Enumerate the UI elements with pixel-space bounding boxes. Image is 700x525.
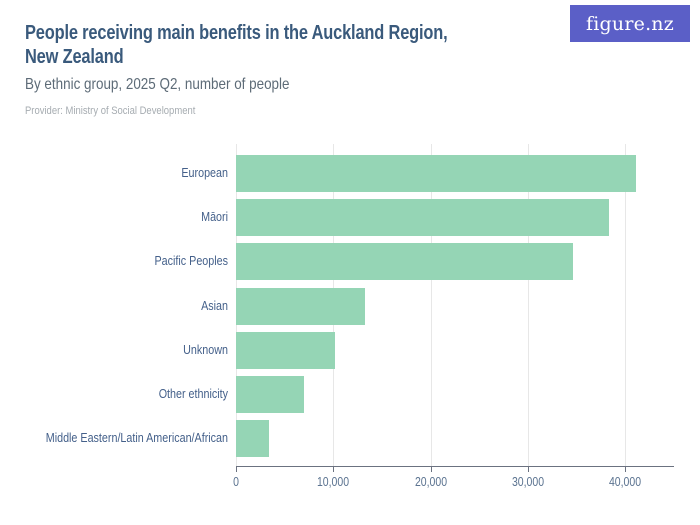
category-label-6: Other ethnicity xyxy=(158,387,228,401)
x-tick-mark-30000 xyxy=(528,466,529,472)
provider-note: Provider: Ministry of Social Development xyxy=(25,105,196,117)
bar-3 xyxy=(236,243,573,281)
x-tick-label-0: 0 xyxy=(233,475,239,489)
x-tick-label-30000: 30,000 xyxy=(511,475,545,489)
x-tick-mark-20000 xyxy=(430,466,432,472)
x-tick-label-10000: 10,000 xyxy=(317,475,350,489)
gridline-30000 xyxy=(528,144,529,466)
category-label-3: Pacific Peoples xyxy=(154,254,228,269)
chart-title-line1: People receiving main benefits in the Au… xyxy=(25,22,448,44)
bar-7 xyxy=(236,420,269,458)
x-tick-label-20000: 20,000 xyxy=(414,475,447,489)
figurenz-logo-text: figure.nz xyxy=(586,12,674,35)
x-tick-label-40000: 40,000 xyxy=(609,475,642,489)
bar-2 xyxy=(236,199,609,237)
x-axis-line xyxy=(236,466,674,467)
bar-6 xyxy=(236,376,304,413)
x-tick-mark-40000 xyxy=(625,466,627,472)
gridline-40000 xyxy=(625,144,627,466)
bar-1 xyxy=(236,155,636,192)
x-tick-mark-10000 xyxy=(333,466,335,472)
category-labels: European Māori Pacific Peoples Asian Unknown… xyxy=(0,144,228,466)
chart-title: People receiving main benefits in the Au… xyxy=(25,21,448,69)
gridline-20000 xyxy=(430,144,432,466)
bar-5 xyxy=(236,331,336,369)
x-tick-mark-0 xyxy=(236,466,237,472)
figurenz-logo: figure.nz xyxy=(570,5,690,42)
category-label-4: Asian xyxy=(201,298,228,313)
category-label-7: Middle Eastern/Latin American/African xyxy=(45,431,228,446)
chart-subtitle: By ethnic group, 2025 Q2, number of peop… xyxy=(25,76,290,93)
category-label-1: European xyxy=(181,166,228,180)
category-label-2: Māori xyxy=(201,210,228,225)
chart-title-line2: New Zealand xyxy=(25,46,124,68)
bar-4 xyxy=(236,287,365,325)
category-label-5: Unknown xyxy=(183,342,228,357)
plot-area: 0 10,000 20,000 30,000 40,000 xyxy=(233,144,674,489)
